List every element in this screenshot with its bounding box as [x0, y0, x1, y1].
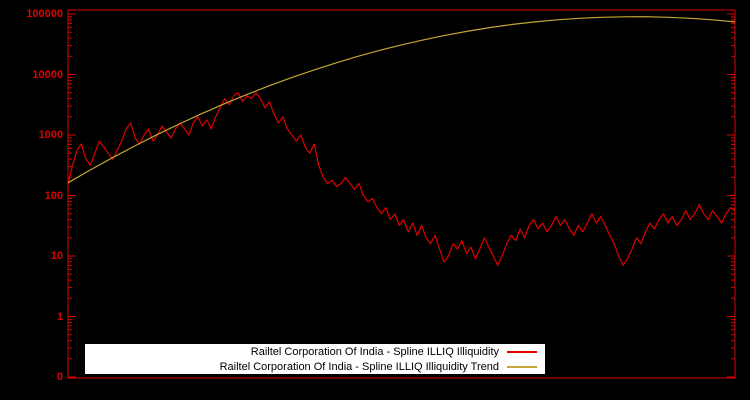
legend: Railtel Corporation Of India - Spline IL…: [85, 344, 545, 374]
legend-item: Railtel Corporation Of India - Spline IL…: [85, 344, 545, 359]
series-line-0: [67, 92, 736, 266]
legend-item: Railtel Corporation Of India - Spline IL…: [85, 359, 545, 374]
plot-border: [67, 9, 736, 379]
series-line-1: [67, 16, 736, 184]
legend-line-sample-trend: [507, 365, 537, 368]
legend-line-sample-illiquidity: [507, 350, 537, 353]
legend-label-trend: Railtel Corporation Of India - Spline IL…: [219, 360, 499, 373]
legend-label-illiquidity: Railtel Corporation Of India - Spline IL…: [250, 345, 499, 358]
